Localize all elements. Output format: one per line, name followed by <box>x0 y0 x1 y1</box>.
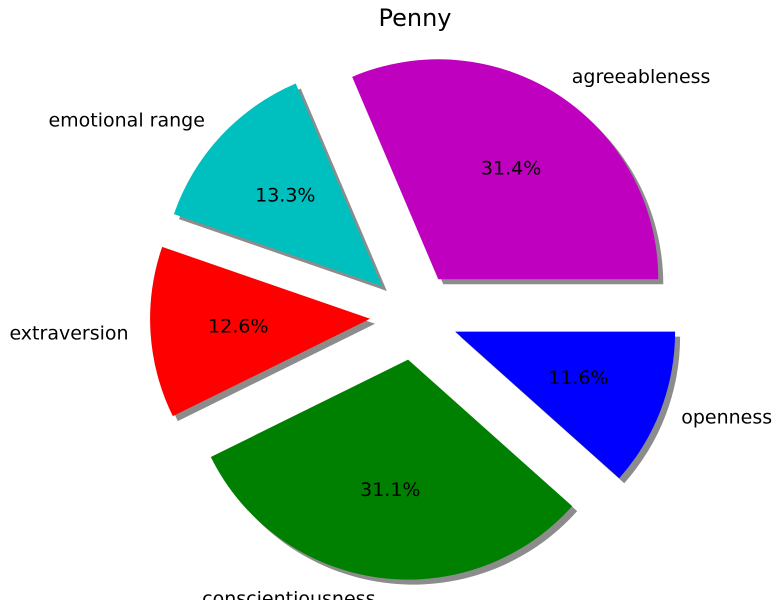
slice-label-agreeableness: agreeableness <box>572 66 711 88</box>
slice-label-conscientiousness: conscientiousness <box>202 588 375 600</box>
slice-emotional-range <box>173 83 382 286</box>
pie-slices <box>150 59 676 580</box>
slice-extraversion <box>150 246 371 417</box>
slice-labels: agreeableness 31.4% emotional range 13.3% ex… <box>9 66 772 600</box>
slice-pct-conscientiousness: 31.1% <box>360 479 420 501</box>
slice-conscientiousness <box>210 359 573 580</box>
slice-label-emotional-range: emotional range <box>48 109 204 131</box>
slice-agreeableness <box>352 59 659 280</box>
slice-label-extraversion: extraversion <box>9 322 128 344</box>
slice-pct-agreeableness: 31.4% <box>481 158 541 180</box>
slice-pct-emotional-range: 13.3% <box>255 184 315 206</box>
slice-openness <box>455 331 676 479</box>
slice-pct-extraversion: 12.6% <box>208 316 268 338</box>
slice-label-openness: openness <box>681 406 772 428</box>
slice-pct-openness: 11.6% <box>548 367 608 389</box>
chart-title: Penny <box>378 4 451 32</box>
